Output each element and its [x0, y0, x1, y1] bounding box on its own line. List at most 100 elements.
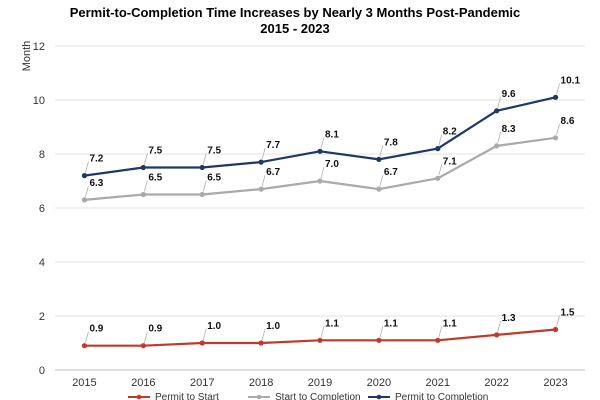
gridlines — [55, 45, 585, 371]
data-label: 6.7 — [266, 167, 280, 178]
data-label: 8.3 — [502, 124, 516, 135]
data-label: 7.1 — [443, 156, 457, 167]
data-label: 8.1 — [325, 129, 339, 140]
chart-title: Permit-to-Completion Time Increases by N… — [70, 5, 521, 20]
data-point — [552, 326, 559, 333]
label-leader — [379, 326, 384, 338]
y-axis-label: Month — [21, 41, 33, 72]
label-leader — [202, 328, 207, 341]
legend-marker — [256, 394, 262, 400]
label-leader — [556, 83, 560, 95]
data-point — [376, 337, 382, 343]
data-point — [317, 148, 323, 154]
x-tick-label: 2020 — [367, 377, 391, 389]
legend-label: Permit to Start — [155, 392, 219, 400]
data-label: 1.3 — [502, 313, 516, 324]
label-leader — [497, 131, 502, 144]
data-point — [140, 164, 146, 171]
data-label: 9.6 — [502, 89, 516, 100]
y-tick-label: 0 — [39, 365, 45, 377]
x-tick-label: 2017 — [190, 377, 214, 389]
data-point — [140, 343, 146, 349]
data-point — [494, 143, 500, 149]
label-leader — [261, 174, 266, 187]
data-point — [258, 340, 264, 346]
data-point — [376, 156, 382, 162]
series-line — [84, 96, 556, 177]
y-tick-label: 8 — [39, 149, 45, 161]
data-label: 1.1 — [384, 318, 398, 329]
x-tick-label: 2018 — [249, 377, 273, 389]
data-label: 1.0 — [207, 321, 221, 332]
y-tick-label: 6 — [39, 203, 45, 215]
label-leader — [556, 315, 560, 327]
x-tick-label: 2023 — [543, 377, 567, 389]
data-point — [258, 159, 264, 165]
label-leader — [261, 147, 266, 160]
data-point — [140, 191, 146, 198]
label-leader — [85, 331, 89, 343]
label-leader — [202, 180, 207, 192]
x-tick-label: 2019 — [308, 377, 332, 389]
label-leader — [261, 328, 266, 341]
data-label: 7.5 — [207, 146, 221, 157]
label-leader — [320, 137, 325, 149]
data-label: 1.0 — [266, 321, 280, 332]
legend-marker — [136, 394, 142, 400]
legend-label: Start to Completion — [275, 392, 361, 400]
series-permit-to-start: 0.9 0.9 1.0 1.0 1.1 1.1 1.1 1.3 1.5 — [81, 308, 575, 349]
data-label: 8.2 — [443, 127, 457, 138]
data-label: 6.7 — [384, 167, 398, 178]
data-label: 10.1 — [561, 75, 581, 86]
data-point — [552, 94, 559, 100]
data-point — [435, 146, 441, 152]
label-leader — [497, 320, 502, 333]
x-tick-label: 2021 — [426, 377, 450, 389]
y-tick-label: 4 — [39, 257, 45, 269]
data-point — [317, 337, 323, 343]
y-tick-label: 10 — [33, 95, 45, 107]
data-label: 7.7 — [266, 140, 280, 151]
data-label: 8.6 — [561, 116, 575, 127]
label-leader — [438, 134, 443, 146]
x-tick-label: 2022 — [484, 377, 508, 389]
data-label: 7.2 — [89, 154, 103, 165]
data-point — [258, 186, 264, 192]
data-label: 6.3 — [89, 178, 103, 189]
data-label: 1.1 — [325, 318, 339, 329]
data-point — [317, 178, 323, 184]
data-point — [494, 108, 500, 114]
data-point — [552, 135, 559, 141]
legend-marker — [376, 394, 382, 400]
data-label: 0.9 — [148, 324, 162, 335]
data-point — [199, 340, 205, 346]
data-label: 6.5 — [148, 173, 162, 184]
label-leader — [143, 153, 148, 165]
label-leader — [497, 96, 502, 108]
label-leader — [556, 123, 560, 135]
x-tick-label: 2016 — [131, 377, 155, 389]
y-tick-label: 2 — [39, 311, 45, 323]
data-label: 1.5 — [561, 308, 575, 319]
data-point — [81, 343, 88, 349]
chart-subtitle: 2015 - 2023 — [260, 21, 329, 36]
label-leader — [85, 161, 89, 173]
data-label: 6.5 — [207, 173, 221, 184]
data-point — [494, 332, 500, 338]
label-leader — [379, 174, 384, 187]
data-point — [376, 186, 382, 192]
data-label: 7.8 — [384, 137, 398, 148]
label-leader — [320, 166, 325, 179]
label-leader — [320, 326, 325, 338]
series-group: 0.9 0.9 1.0 1.0 1.1 1.1 1.1 1.3 1.56.3 6.5 6.5 6.77… — [81, 75, 581, 349]
x-tick-labels: 2015 2016 2017 2018 2019 2020 2021 2022 2023 — [72, 377, 568, 389]
data-point — [435, 175, 441, 181]
data-point — [199, 191, 205, 198]
series-start-to-completion: 6.3 6.5 6.5 6.7 7.0 6.7 7.1 8.3 8.6 — [81, 116, 575, 203]
x-tick-label: 2015 — [72, 377, 96, 389]
legend: Permit to Start Start to Completion Permit… — [128, 392, 488, 400]
legend-label: Permit to Completion — [395, 392, 488, 400]
label-leader — [143, 180, 148, 192]
label-leader — [438, 164, 443, 176]
series-permit-to-completion: 7.2 7.5 7.5 7.7 8.1 7.8 8.2 9.6 10.1 — [81, 75, 581, 179]
